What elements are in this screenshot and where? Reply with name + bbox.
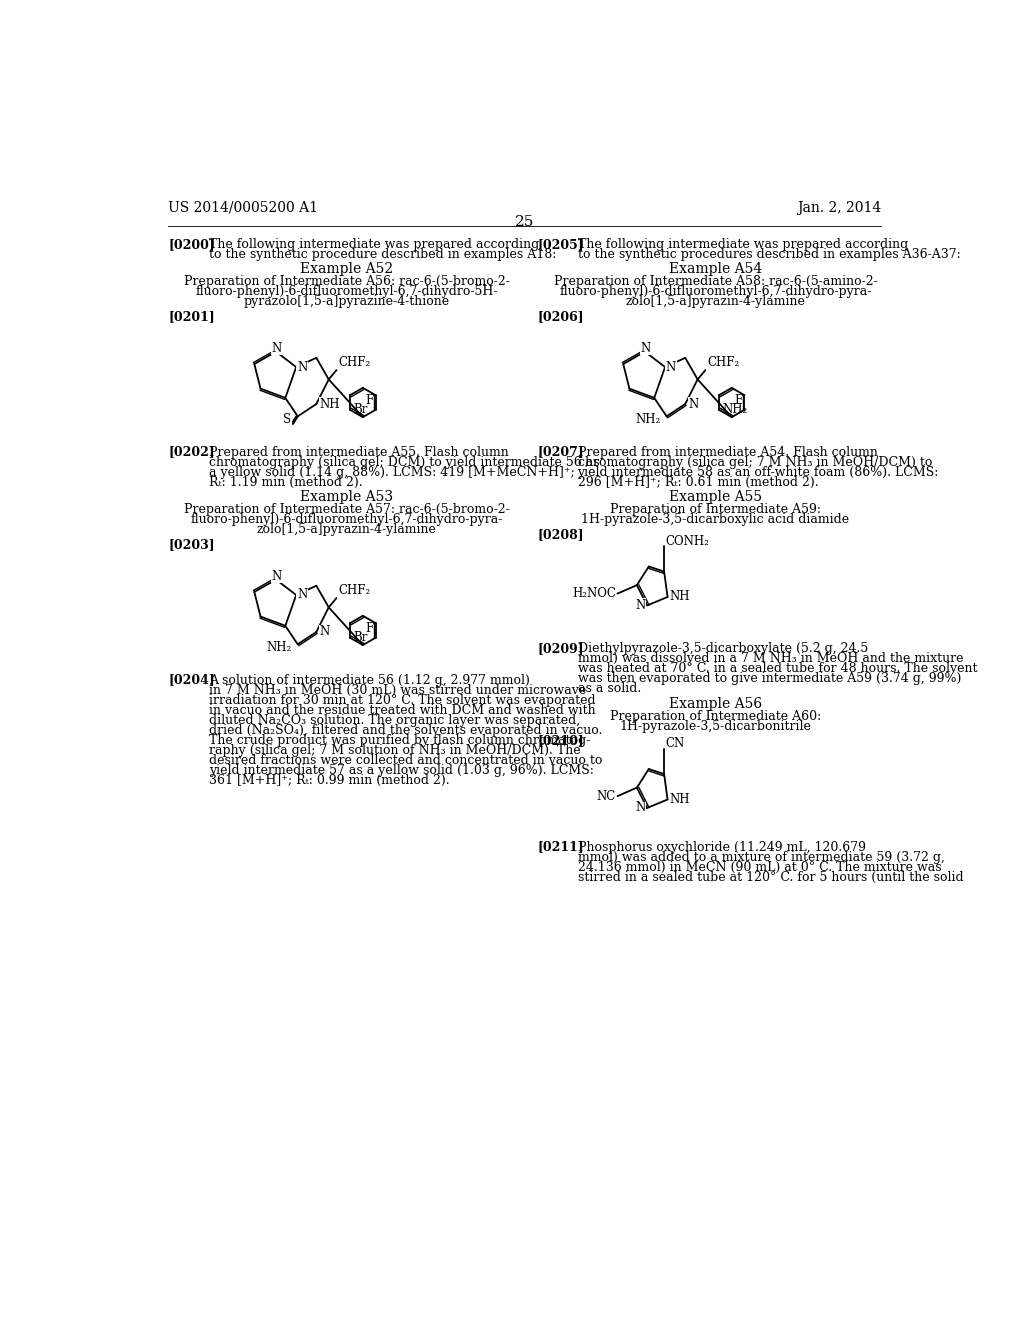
Text: [0206]: [0206] (538, 310, 584, 323)
Text: 1H-pyrazole-3,5-dicarboxylic acid diamide: 1H-pyrazole-3,5-dicarboxylic acid diamid… (582, 513, 850, 527)
Text: diluted Na₂CO₃ solution. The organic layer was separated,: diluted Na₂CO₃ solution. The organic lay… (209, 714, 580, 726)
Text: chromatography (silica gel; 7 M NH₃ in MeOH/DCM) to: chromatography (silica gel; 7 M NH₃ in M… (578, 455, 932, 469)
Text: N: N (635, 801, 645, 814)
Text: pyrazolo[1,5-a]pyrazine-4-thione: pyrazolo[1,5-a]pyrazine-4-thione (244, 296, 450, 309)
Text: F: F (365, 622, 374, 635)
Text: NH₂: NH₂ (266, 642, 292, 655)
Text: raphy (silica gel; 7 M solution of NH₃ in MeOH/DCM). The: raphy (silica gel; 7 M solution of NH₃ i… (209, 743, 581, 756)
Text: [0204]: [0204] (168, 673, 215, 686)
Text: [0209]: [0209] (538, 642, 584, 655)
Text: Preparation of Intermediate A60:: Preparation of Intermediate A60: (610, 710, 821, 723)
Text: 296 [M+H]⁺; Rₜ: 0.61 min (method 2).: 296 [M+H]⁺; Rₜ: 0.61 min (method 2). (578, 475, 818, 488)
Text: to the synthetic procedure described in examples A18:: to the synthetic procedure described in … (209, 248, 556, 261)
Text: Prepared from intermediate A54. Flash column: Prepared from intermediate A54. Flash co… (578, 446, 878, 458)
Text: Diethylpyrazole-3,5-dicarboxylate (5.2 g, 24.5: Diethylpyrazole-3,5-dicarboxylate (5.2 g… (578, 642, 867, 655)
Text: CONH₂: CONH₂ (666, 535, 710, 548)
Text: yield intermediate 58 as an off-white foam (86%). LCMS:: yield intermediate 58 as an off-white fo… (578, 466, 939, 479)
Text: Phosphorus oxychloride (11.249 mL, 120.679: Phosphorus oxychloride (11.249 mL, 120.6… (578, 841, 865, 854)
Text: The following intermediate was prepared according: The following intermediate was prepared … (578, 238, 907, 251)
Text: NC: NC (597, 789, 616, 803)
Text: [0202]: [0202] (168, 446, 215, 458)
Text: in 7 M NH₃ in MeOH (30 mL) was stirred under microwave: in 7 M NH₃ in MeOH (30 mL) was stirred u… (209, 684, 586, 697)
Text: as a solid.: as a solid. (578, 682, 641, 696)
Text: The crude product was purified by flash column chromatog-: The crude product was purified by flash … (209, 734, 590, 747)
Text: was heated at 70° C. in a sealed tube for 48 hours. The solvent: was heated at 70° C. in a sealed tube fo… (578, 663, 977, 675)
Text: H₂NOC: H₂NOC (572, 587, 616, 601)
Text: F: F (365, 393, 374, 407)
Text: in vacuo and the residue treated with DCM and washed with: in vacuo and the residue treated with DC… (209, 704, 595, 717)
Text: Preparation of Intermediate A58: rac-6-(5-amino-2-: Preparation of Intermediate A58: rac-6-(… (554, 276, 878, 289)
Text: [0208]: [0208] (538, 528, 584, 541)
Text: Prepared from intermediate A55. Flash column: Prepared from intermediate A55. Flash co… (209, 446, 508, 458)
Text: N: N (271, 570, 282, 582)
Text: 361 [M+H]⁺; Rₜ: 0.99 min (method 2).: 361 [M+H]⁺; Rₜ: 0.99 min (method 2). (209, 774, 450, 787)
Text: NH: NH (670, 793, 690, 807)
Text: mmol) was added to a mixture of intermediate 59 (3.72 g,: mmol) was added to a mixture of intermed… (578, 850, 944, 863)
Text: [0205]: [0205] (538, 238, 584, 251)
Text: N: N (641, 342, 651, 355)
Text: Br: Br (353, 404, 368, 416)
Text: desired fractions were collected and concentrated in vacuo to: desired fractions were collected and con… (209, 754, 602, 767)
Text: CHF₂: CHF₂ (707, 355, 739, 368)
Text: Example A52: Example A52 (300, 263, 393, 276)
Text: [0201]: [0201] (168, 310, 215, 323)
Text: fluoro-phenyl)-6-difluoromethyl-6,7-dihydro-pyra-: fluoro-phenyl)-6-difluoromethyl-6,7-dihy… (190, 513, 503, 527)
Text: zolo[1,5-a]pyrazin-4-ylamine: zolo[1,5-a]pyrazin-4-ylamine (257, 524, 436, 536)
Text: 25: 25 (515, 215, 535, 228)
Text: Preparation of Intermediate A56: rac-6-(5-bromo-2-: Preparation of Intermediate A56: rac-6-(… (183, 276, 510, 289)
Text: N: N (297, 360, 307, 374)
Text: US 2014/0005200 A1: US 2014/0005200 A1 (168, 201, 318, 215)
Text: zolo[1,5-a]pyrazin-4-ylamine: zolo[1,5-a]pyrazin-4-ylamine (626, 296, 806, 309)
Text: S: S (284, 413, 292, 426)
Text: N: N (297, 589, 307, 602)
Text: CN: CN (666, 738, 685, 750)
Text: Jan. 2, 2014: Jan. 2, 2014 (797, 201, 882, 215)
Text: irradiation for 30 min at 120° C. The solvent was evaporated: irradiation for 30 min at 120° C. The so… (209, 693, 595, 706)
Text: stirred in a sealed tube at 120° C. for 5 hours (until the solid: stirred in a sealed tube at 120° C. for … (578, 871, 964, 883)
Text: fluoro-phenyl)-6-difluoromethyl-6,7-dihydro-pyra-: fluoro-phenyl)-6-difluoromethyl-6,7-dihy… (559, 285, 871, 298)
Text: NH: NH (670, 590, 690, 603)
Text: [0207]: [0207] (538, 446, 584, 458)
Text: NH₂: NH₂ (635, 413, 660, 426)
Text: [0210]: [0210] (538, 734, 584, 747)
Text: Example A54: Example A54 (669, 263, 762, 276)
Text: The following intermediate was prepared according: The following intermediate was prepared … (209, 238, 539, 251)
Text: Br: Br (353, 631, 368, 644)
Text: chromatography (silica gel; DCM) to yield intermediate 56 as: chromatography (silica gel; DCM) to yiel… (209, 455, 599, 469)
Text: CHF₂: CHF₂ (338, 355, 371, 368)
Text: 24.136 mmol) in MeCN (90 mL) at 0° C. The mixture was: 24.136 mmol) in MeCN (90 mL) at 0° C. Th… (578, 861, 941, 874)
Text: fluoro-phenyl)-6-difluoromethyl-6,7-dihydro-5H-: fluoro-phenyl)-6-difluoromethyl-6,7-dihy… (196, 285, 498, 298)
Text: was then evaporated to give intermediate A59 (3.74 g, 99%): was then evaporated to give intermediate… (578, 672, 961, 685)
Text: Example A53: Example A53 (300, 490, 393, 504)
Text: a yellow solid (1.14 g, 88%). LCMS: 419 [M+MeCN+H]⁺;: a yellow solid (1.14 g, 88%). LCMS: 419 … (209, 466, 574, 479)
Text: N: N (688, 397, 698, 411)
Text: N: N (666, 360, 676, 374)
Text: Example A55: Example A55 (669, 490, 762, 504)
Text: mmol) was dissolved in a 7 M NH₃ in MeOH and the mixture: mmol) was dissolved in a 7 M NH₃ in MeOH… (578, 652, 963, 665)
Text: Example A56: Example A56 (669, 697, 762, 710)
Text: CHF₂: CHF₂ (338, 583, 371, 597)
Text: A solution of intermediate 56 (1.12 g, 2.977 mmol): A solution of intermediate 56 (1.12 g, 2… (209, 673, 529, 686)
Text: 1H-pyrazole-3,5-dicarbonitrile: 1H-pyrazole-3,5-dicarbonitrile (620, 719, 811, 733)
Text: NH: NH (319, 397, 340, 411)
Text: Rₜ: 1.19 min (method 2).: Rₜ: 1.19 min (method 2). (209, 475, 362, 488)
Text: F: F (734, 393, 742, 407)
Text: [0200]: [0200] (168, 238, 215, 251)
Text: N: N (319, 626, 330, 639)
Text: yield intermediate 57 as a yellow solid (1.03 g, 96%). LCMS:: yield intermediate 57 as a yellow solid … (209, 763, 594, 776)
Text: NH₂: NH₂ (722, 404, 748, 416)
Text: to the synthetic procedures described in examples A36-A37:: to the synthetic procedures described in… (578, 248, 961, 261)
Text: N: N (271, 342, 282, 355)
Text: [0203]: [0203] (168, 539, 215, 550)
Text: dried (Na₂SO₄), filtered and the solvents evaporated in vacuo.: dried (Na₂SO₄), filtered and the solvent… (209, 723, 602, 737)
Text: N: N (635, 599, 645, 612)
Text: Preparation of Intermediate A59:: Preparation of Intermediate A59: (610, 503, 821, 516)
Text: Preparation of Intermediate A57: rac-6-(5-bromo-2-: Preparation of Intermediate A57: rac-6-(… (183, 503, 509, 516)
Text: [0211]: [0211] (538, 841, 584, 854)
